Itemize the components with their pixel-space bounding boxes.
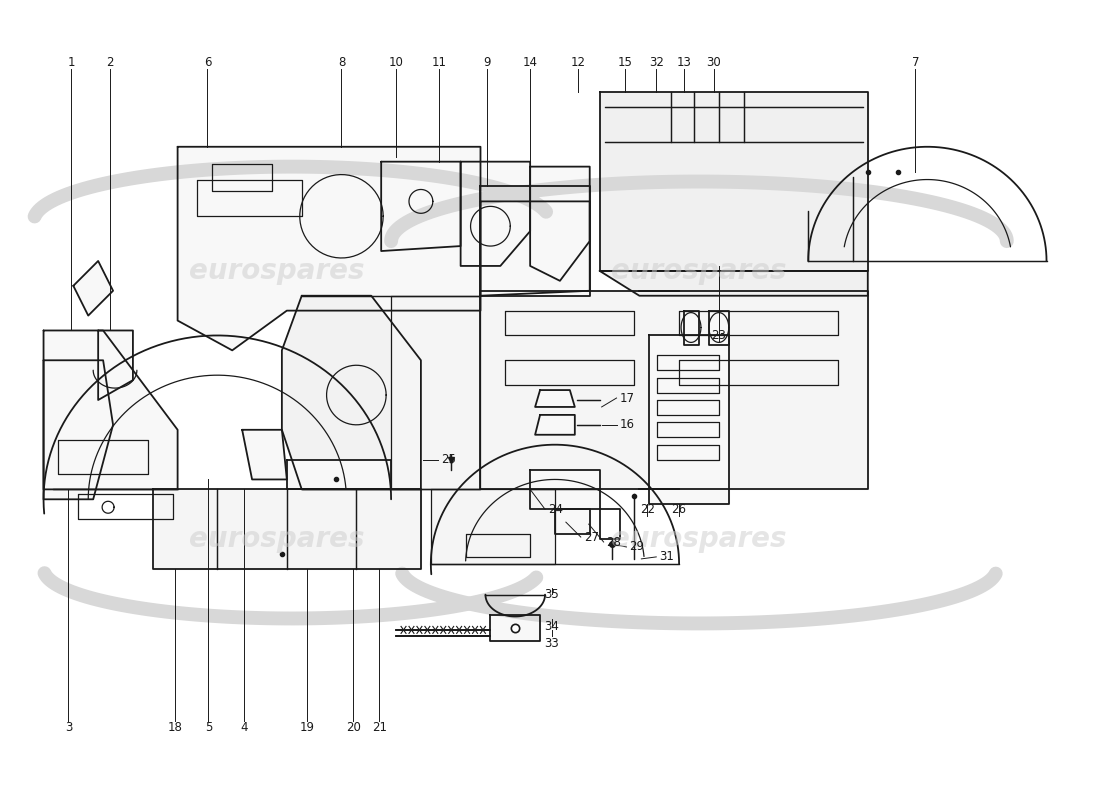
Text: 25: 25 [441,453,455,466]
Text: 27: 27 [584,530,598,543]
Polygon shape [530,470,600,510]
Text: 23: 23 [712,329,726,342]
Text: 5: 5 [205,722,212,734]
Text: 35: 35 [544,588,560,601]
Polygon shape [649,335,728,504]
Polygon shape [600,92,868,271]
Text: eurospares: eurospares [189,257,365,285]
Text: 32: 32 [649,56,663,69]
Polygon shape [708,310,728,346]
Text: 21: 21 [372,722,387,734]
Text: 22: 22 [640,502,654,516]
Polygon shape [392,296,481,490]
Text: 20: 20 [345,722,361,734]
Text: 3: 3 [65,722,73,734]
Text: 33: 33 [544,637,560,650]
Text: 17: 17 [619,391,635,405]
Polygon shape [287,459,392,490]
Polygon shape [44,360,113,499]
Polygon shape [481,202,590,296]
Polygon shape [535,415,575,434]
Polygon shape [382,162,461,251]
Polygon shape [282,296,421,490]
Polygon shape [600,271,868,296]
Text: eurospares: eurospares [189,525,365,553]
Text: 16: 16 [619,418,635,431]
Polygon shape [177,146,481,350]
Polygon shape [481,186,590,296]
Polygon shape [44,330,177,490]
Text: 9: 9 [484,56,492,69]
Text: 7: 7 [912,56,920,69]
Text: 14: 14 [522,56,538,69]
Polygon shape [242,430,287,479]
Text: 8: 8 [338,56,345,69]
Text: 10: 10 [388,56,404,69]
Polygon shape [431,490,556,564]
Polygon shape [98,330,133,400]
Text: 28: 28 [606,535,621,549]
Text: 6: 6 [204,56,211,69]
Polygon shape [153,490,421,569]
Polygon shape [74,261,113,315]
Polygon shape [461,162,530,266]
Text: eurospares: eurospares [612,525,786,553]
Text: 34: 34 [544,620,560,633]
Polygon shape [530,166,590,281]
Text: 31: 31 [659,550,674,563]
Polygon shape [556,510,590,534]
Text: 2: 2 [107,56,113,69]
Polygon shape [684,310,699,346]
Text: 18: 18 [167,722,183,734]
Text: 11: 11 [431,56,447,69]
Polygon shape [535,390,575,407]
Text: 1: 1 [67,56,75,69]
Polygon shape [491,615,540,642]
Text: 12: 12 [570,56,585,69]
Text: 30: 30 [706,56,722,69]
Text: 24: 24 [548,502,563,516]
Text: eurospares: eurospares [612,257,786,285]
Text: 4: 4 [241,722,248,734]
Text: 26: 26 [672,502,686,516]
Text: 19: 19 [299,722,315,734]
Polygon shape [481,290,868,490]
Text: 13: 13 [676,56,692,69]
Text: 29: 29 [629,541,645,554]
Text: 15: 15 [618,56,632,69]
